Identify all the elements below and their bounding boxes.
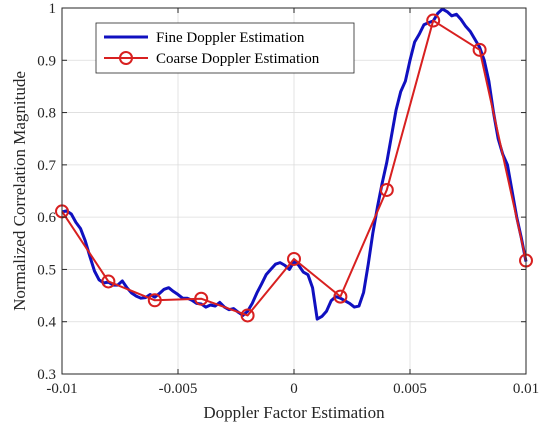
y-tick-label: 0.9 — [37, 53, 56, 69]
x-tick-label: 0.01 — [513, 381, 539, 397]
legend-label-coarse: Coarse Doppler Estimation — [156, 51, 320, 67]
coarse-data-point — [426, 13, 441, 28]
x-tick-label: 0 — [290, 381, 298, 397]
coarse-data-point — [194, 291, 209, 306]
y-tick-label: 0.8 — [37, 106, 56, 122]
axis-ticks — [61, 7, 527, 375]
y-tick-label: 0.4 — [37, 315, 56, 331]
x-tick-label: 0.005 — [393, 381, 427, 397]
series-line-fine — [61, 7, 528, 321]
coarse-data-point — [147, 293, 162, 308]
y-tick-label: 0.5 — [37, 262, 56, 278]
coarse-data-point — [379, 182, 394, 197]
x-axis-title: Doppler Factor Estimation — [203, 403, 385, 422]
coarse-data-point — [333, 289, 348, 304]
x-tick-label: -0.005 — [159, 381, 198, 397]
series-layer — [55, 7, 533, 323]
y-tick-label: 0.6 — [37, 210, 56, 226]
coarse-data-point — [240, 308, 255, 323]
y-tick-label: 0.7 — [37, 158, 56, 174]
x-tick-label: -0.01 — [46, 381, 77, 397]
tick-labels: -0.01 -0.005 0 0.005 0.01 0.3 0.4 0.5 0.6 0.7 0.8 0… — [37, 1, 539, 397]
coarse-data-point — [472, 42, 487, 57]
coarse-data-point — [287, 251, 301, 266]
coarse-data-point — [101, 274, 116, 289]
y-tick-label: 0.3 — [37, 367, 56, 383]
y-tick-label: 1 — [49, 1, 57, 17]
legend-box — [95, 22, 355, 74]
legend-marker-coarse — [119, 51, 133, 65]
legend: Fine Doppler Estimation Coarse Doppler E… — [95, 22, 355, 74]
legend-label-fine: Fine Doppler Estimation — [156, 30, 305, 46]
series-line-coarse — [61, 19, 527, 317]
y-axis-title: Normalized Correlation Magnitude — [10, 71, 29, 311]
